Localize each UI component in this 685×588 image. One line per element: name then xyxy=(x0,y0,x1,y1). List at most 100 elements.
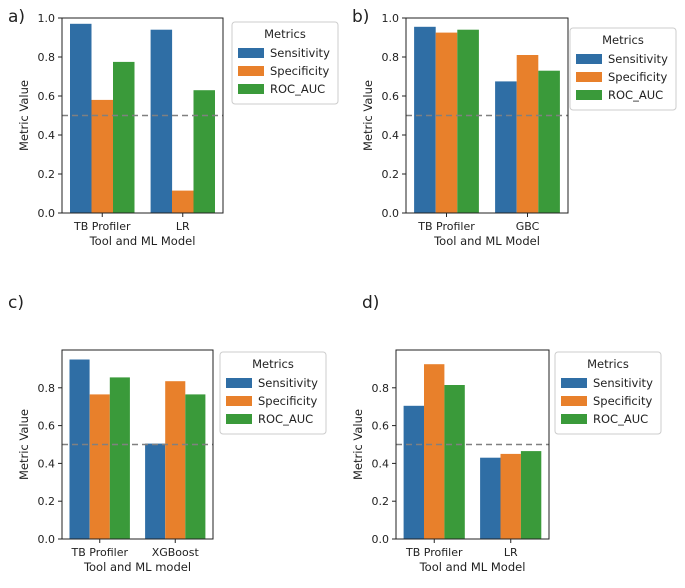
y-tick-label: 0.8 xyxy=(38,382,56,395)
bar-specificity-tb-profiler xyxy=(424,364,445,539)
bar-roc-auc-xgboost xyxy=(185,394,206,539)
bar-sensitivity-tb-profiler xyxy=(69,359,90,539)
legend-swatch-roc-auc xyxy=(226,414,252,424)
legend-entry-sensitivity: Sensitivity xyxy=(593,376,653,390)
y-tick-label: 0.6 xyxy=(38,90,56,103)
legend: Metrics Sensitivity Specificity ROC_AUC xyxy=(554,351,662,435)
x-tick-label: GBC xyxy=(516,220,540,233)
x-tick-label: TB Profiler xyxy=(405,546,463,559)
legend-entry-specificity: Specificity xyxy=(258,394,317,408)
y-tick-label: 0.8 xyxy=(382,51,400,64)
bar-roc-auc-lr xyxy=(193,90,215,213)
legend-swatch-specificity xyxy=(226,396,252,406)
legend: Metrics Sensitivity Specificity ROC_AUC xyxy=(569,27,677,111)
y-tick-label: 0.4 xyxy=(38,457,56,470)
y-axis-label: Metric Value xyxy=(17,80,31,151)
x-tick-label: TB Profiler xyxy=(417,220,475,233)
y-tick-label: 0.2 xyxy=(38,495,56,508)
bar-sensitivity-tb-profiler xyxy=(70,23,92,213)
bar-specificity-tb-profiler xyxy=(91,99,113,213)
legend-swatch-specificity xyxy=(576,72,602,82)
y-tick-label: 1.0 xyxy=(38,12,56,25)
y-tick-label: 0.0 xyxy=(382,207,400,220)
legend-entry-specificity: Specificity xyxy=(270,64,329,78)
legend-title: Metrics xyxy=(252,357,294,371)
x-axis-label: Tool and ML model xyxy=(83,560,191,574)
legend-entry-specificity: Specificity xyxy=(593,394,652,408)
bar-sensitivity-lr xyxy=(150,29,173,214)
bar-roc-auc-tb-profiler xyxy=(444,385,465,539)
legend-box xyxy=(554,351,662,435)
y-tick-label: 0.4 xyxy=(372,457,390,470)
plot-frame xyxy=(61,349,214,540)
x-tick-label: LR xyxy=(176,220,190,233)
y-tick-label: 0.2 xyxy=(382,168,400,181)
y-tick-label: 0.2 xyxy=(38,168,56,181)
legend-swatch-roc-auc xyxy=(238,84,264,94)
y-axis-label: Metric Value xyxy=(351,409,365,480)
panel-label: b) xyxy=(352,7,369,27)
y-axis-label: Metric Value xyxy=(361,80,375,151)
y-tick-label: 0.0 xyxy=(372,533,390,546)
x-tick-label: LR xyxy=(504,546,518,559)
legend: Metrics Sensitivity Specificity ROC_AUC xyxy=(219,351,327,435)
panel-label: a) xyxy=(8,7,25,27)
legend-swatch-specificity xyxy=(238,66,264,76)
legend-swatch-sensitivity xyxy=(226,378,252,388)
legend-swatch-sensitivity xyxy=(238,48,264,58)
x-axis-label: Tool and ML Model xyxy=(89,234,196,248)
y-tick-label: 0.2 xyxy=(372,495,390,508)
y-tick-label: 0.6 xyxy=(372,420,390,433)
legend-entry-roc-auc: ROC_AUC xyxy=(270,82,325,96)
bar-sensitivity-tb-profiler xyxy=(403,405,424,539)
y-tick-label: 0.4 xyxy=(382,129,400,142)
legend-title: Metrics xyxy=(602,33,644,47)
legend-entry-roc-auc: ROC_AUC xyxy=(258,412,313,426)
y-tick-label: 0.4 xyxy=(38,129,56,142)
legend-box xyxy=(219,351,327,435)
legend-swatch-sensitivity xyxy=(576,54,602,64)
bar-sensitivity-gbc xyxy=(495,81,517,214)
panel-label: d) xyxy=(362,293,379,313)
bar-specificity-tb-profiler xyxy=(89,394,110,539)
legend-swatch-specificity xyxy=(561,396,587,406)
plot-frame xyxy=(405,17,569,214)
bar-specificity-xgboost xyxy=(165,381,186,539)
legend-entry-roc-auc: ROC_AUC xyxy=(608,88,663,102)
chart-panel-3: c) 0.0 0.2 0.4 0.6 0.8 TB Profiler XGBoostTool … xyxy=(8,293,327,574)
legend-entry-roc-auc: ROC_AUC xyxy=(593,412,648,426)
legend-entry-specificity: Specificity xyxy=(608,70,667,84)
y-tick-label: 0.0 xyxy=(38,207,56,220)
bar-roc-auc-tb-profiler xyxy=(113,61,135,214)
x-tick-label: TB Profiler xyxy=(71,546,129,559)
legend-entry-sensitivity: Sensitivity xyxy=(608,52,668,66)
plot-frame xyxy=(395,349,550,540)
bar-specificity-lr xyxy=(172,190,194,213)
bar-sensitivity-xgboost xyxy=(145,443,166,539)
bar-roc-auc-gbc xyxy=(538,70,560,213)
legend-box xyxy=(231,21,339,105)
y-axis-label: Metric Value xyxy=(17,409,31,480)
bar-sensitivity-tb-profiler xyxy=(414,26,436,213)
bar-specificity-tb-profiler xyxy=(435,32,458,213)
plot-frame xyxy=(61,17,224,214)
legend-swatch-roc-auc xyxy=(561,414,587,424)
bar-roc-auc-tb-profiler xyxy=(457,29,479,214)
bar-roc-auc-tb-profiler xyxy=(109,377,130,539)
y-tick-label: 0.8 xyxy=(372,382,390,395)
legend-entry-sensitivity: Sensitivity xyxy=(270,46,330,60)
legend-title: Metrics xyxy=(264,27,306,41)
bar-roc-auc-lr xyxy=(520,451,542,539)
legend: Metrics Sensitivity Specificity ROC_AUC xyxy=(231,21,339,105)
y-tick-label: 0.8 xyxy=(38,51,56,64)
x-tick-label: TB Profiler xyxy=(73,220,131,233)
bar-specificity-gbc xyxy=(516,55,539,213)
bar-specificity-lr xyxy=(500,453,521,539)
panel-label: c) xyxy=(8,293,24,313)
x-axis-label: Tool and ML Model xyxy=(419,560,526,574)
legend-swatch-roc-auc xyxy=(576,90,602,100)
y-tick-label: 1.0 xyxy=(382,12,400,25)
